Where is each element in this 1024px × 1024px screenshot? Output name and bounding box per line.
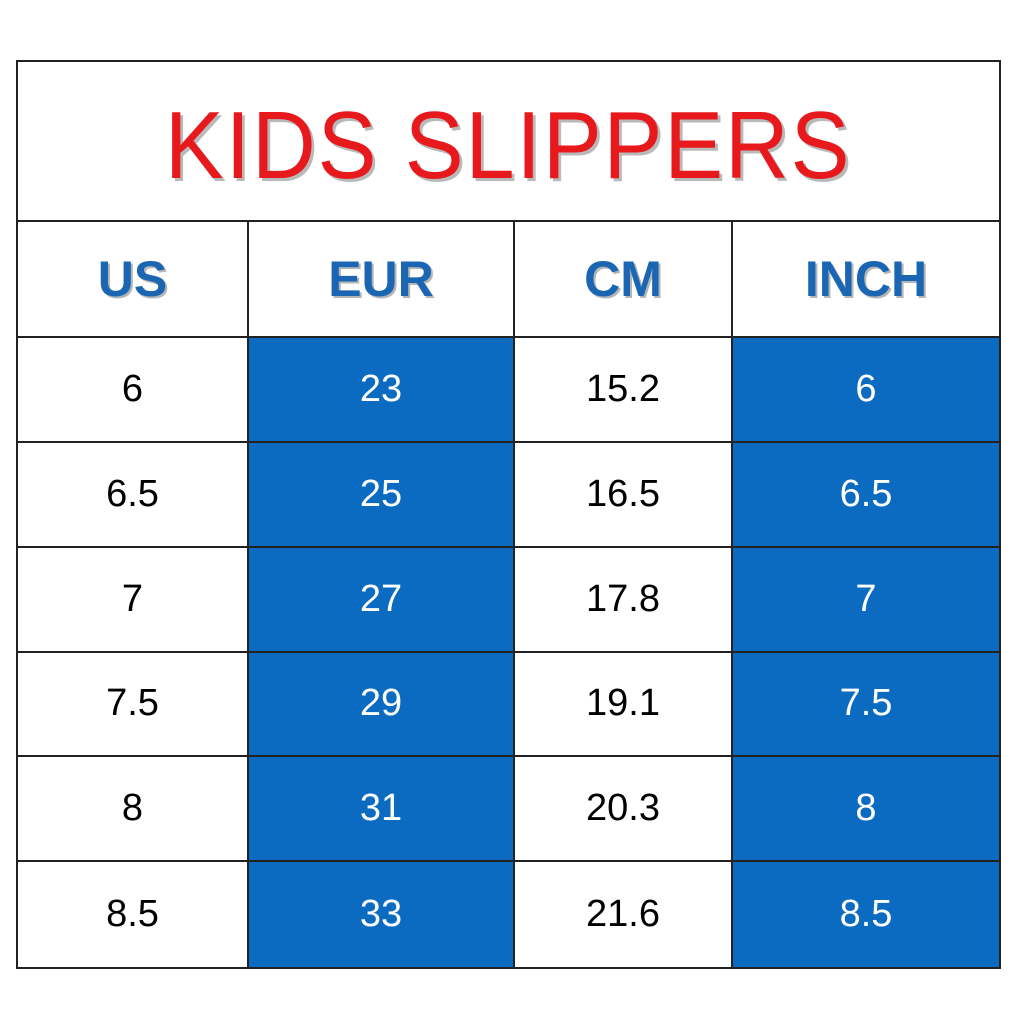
cell-eur: 31 bbox=[249, 757, 515, 863]
cell-us: 7 bbox=[18, 547, 249, 653]
header-inch: INCH bbox=[733, 222, 999, 338]
cell-eur: 33 bbox=[249, 862, 515, 967]
cell-eur: 29 bbox=[249, 652, 515, 758]
cell-cm: 21.6 bbox=[515, 862, 733, 967]
chart-title: KIDS SLIPPERS bbox=[165, 92, 852, 199]
cell-cm: 20.3 bbox=[515, 757, 733, 863]
cell-eur: 25 bbox=[249, 442, 515, 548]
cell-us: 8 bbox=[18, 757, 249, 863]
cell-inch: 8.5 bbox=[733, 862, 999, 967]
title-row: KIDS SLIPPERS bbox=[18, 62, 999, 222]
cell-inch: 8 bbox=[733, 757, 999, 863]
cell-us: 6 bbox=[18, 338, 249, 443]
cell-eur: 27 bbox=[249, 547, 515, 653]
cell-us: 7.5 bbox=[18, 652, 249, 758]
cell-inch: 7.5 bbox=[733, 652, 999, 758]
cell-cm: 19.1 bbox=[515, 652, 733, 758]
header-us: US bbox=[18, 222, 249, 338]
size-chart: KIDS SLIPPERS US EUR CM INCH 6 23 15.2 6… bbox=[16, 60, 1001, 969]
cell-inch: 7 bbox=[733, 547, 999, 653]
cell-inch: 6.5 bbox=[733, 442, 999, 548]
cell-eur: 23 bbox=[249, 338, 515, 443]
header-cm: CM bbox=[515, 222, 733, 338]
cell-us: 8.5 bbox=[18, 862, 249, 967]
header-eur: EUR bbox=[249, 222, 515, 338]
cell-us: 6.5 bbox=[18, 442, 249, 548]
cell-cm: 17.8 bbox=[515, 547, 733, 653]
cell-cm: 15.2 bbox=[515, 338, 733, 443]
size-table: US EUR CM INCH 6 23 15.2 6 6.5 25 16.5 6… bbox=[18, 222, 999, 967]
cell-inch: 6 bbox=[733, 338, 999, 443]
cell-cm: 16.5 bbox=[515, 442, 733, 548]
